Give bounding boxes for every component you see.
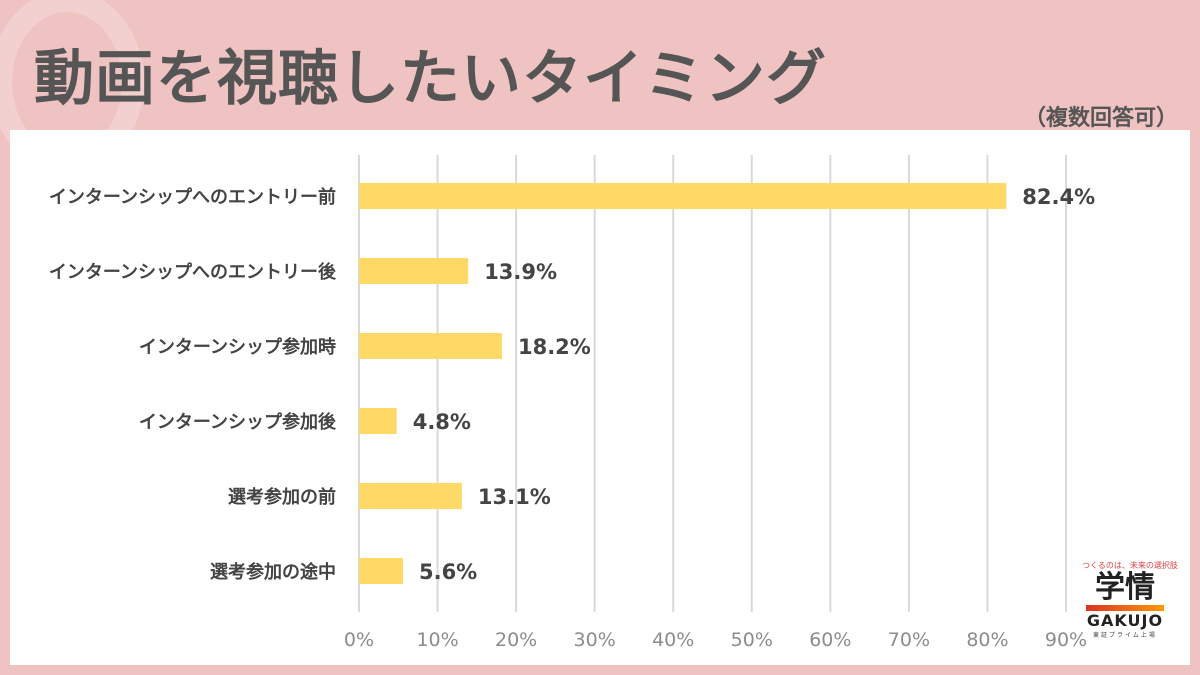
data-label: 13.9% — [484, 260, 557, 284]
x-tick-label: 40% — [652, 629, 694, 651]
chart-panel — [10, 130, 1190, 665]
logo-sub: 東証プライム上場 — [1093, 632, 1157, 639]
page-title: 動画を視聴したいタイミング — [34, 44, 827, 114]
x-tick-label: 70% — [888, 629, 930, 651]
category-label: インターンシップへのエントリー前 — [49, 186, 336, 208]
x-tick-label: 0% — [344, 629, 374, 651]
bar — [359, 558, 403, 584]
gakujo-logo: つくるのは、未来の選択肢 学情 GAKUJO 東証プライム上場 — [1082, 560, 1178, 639]
data-label: 18.2% — [518, 335, 591, 359]
multiple-answer-note: （複数回答可） — [1023, 106, 1178, 131]
bar — [359, 333, 502, 359]
bar — [359, 183, 1007, 209]
x-tick-label: 90% — [1045, 629, 1087, 651]
x-tick-label: 80% — [966, 629, 1008, 651]
data-label: 13.1% — [478, 485, 551, 509]
category-label: インターンシップへのエントリー後 — [49, 261, 337, 283]
x-tick-label: 20% — [495, 629, 537, 651]
logo-bar — [1086, 605, 1164, 611]
data-label: 82.4% — [1022, 185, 1095, 209]
bar — [359, 258, 469, 284]
x-tick-label: 60% — [809, 629, 851, 651]
x-tick-label: 50% — [731, 629, 773, 651]
x-tick-label: 30% — [574, 629, 616, 651]
x-tick-label: 10% — [416, 629, 458, 651]
logo-tagline: つくるのは、未来の選択肢 — [1082, 561, 1178, 570]
category-label: インターンシップ参加後 — [139, 411, 337, 433]
data-label: 4.8% — [413, 410, 471, 434]
logo-kanji: 学情 — [1095, 570, 1155, 605]
logo-en: GAKUJO — [1086, 611, 1164, 630]
category-label: 選考参加の前 — [228, 486, 336, 508]
category-label: インターンシップ参加時 — [139, 336, 336, 358]
data-label: 5.6% — [419, 560, 477, 584]
bar — [359, 408, 397, 434]
bar — [359, 483, 462, 509]
category-label: 選考参加の途中 — [210, 561, 336, 583]
